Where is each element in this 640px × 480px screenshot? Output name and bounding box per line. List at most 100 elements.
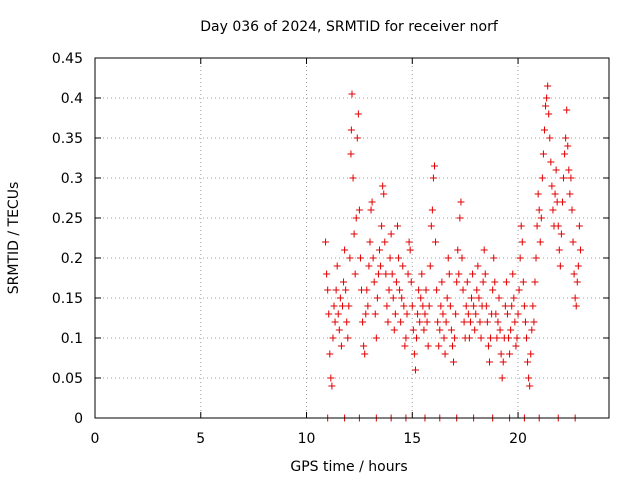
data-point <box>554 222 562 230</box>
data-point <box>395 254 403 262</box>
y-tick-label: 0.35 <box>52 131 83 147</box>
chart-title: Day 036 of 2024, SRMTID for receiver nor… <box>200 19 499 35</box>
y-tick-label: 0.15 <box>52 291 83 307</box>
data-point <box>501 302 509 310</box>
data-point <box>415 286 423 294</box>
data-point <box>430 162 438 170</box>
data-point <box>396 286 404 294</box>
data-point <box>469 270 477 278</box>
data-point <box>546 134 554 142</box>
data-point <box>515 286 523 294</box>
data-point <box>437 302 445 310</box>
data-point <box>351 270 359 278</box>
data-point <box>458 254 466 262</box>
data-point <box>548 182 556 190</box>
data-points <box>322 82 584 422</box>
data-point <box>356 254 364 262</box>
data-point <box>440 334 448 342</box>
data-point <box>556 262 564 270</box>
data-point <box>344 334 352 342</box>
data-point <box>408 302 416 310</box>
data-point <box>490 254 498 262</box>
data-point <box>432 238 440 246</box>
data-point <box>545 110 553 118</box>
data-point <box>565 166 573 174</box>
data-point <box>476 318 484 326</box>
y-tick-label: 0.45 <box>52 51 83 67</box>
data-point <box>367 206 375 214</box>
x-tick-labels: 0 5 10 15 20 <box>91 431 527 447</box>
data-point <box>529 302 537 310</box>
data-point <box>383 302 391 310</box>
data-point <box>552 166 560 174</box>
data-point <box>512 342 520 350</box>
data-point <box>330 302 338 310</box>
data-point <box>397 318 405 326</box>
data-point <box>347 126 355 134</box>
data-point <box>417 294 425 302</box>
data-point <box>377 262 385 270</box>
data-point <box>557 230 565 238</box>
data-point <box>420 326 428 334</box>
data-point <box>425 302 433 310</box>
data-point <box>539 150 547 158</box>
data-point <box>507 326 515 334</box>
data-point <box>494 318 502 326</box>
data-point <box>563 106 571 114</box>
data-point <box>543 94 551 102</box>
y-tick-labels: 0 0.05 0.1 0.15 0.2 0.25 0.3 0.35 0.4 0.45 <box>52 51 83 427</box>
data-point <box>391 310 399 318</box>
data-point <box>435 342 443 350</box>
data-point <box>466 318 474 326</box>
data-point <box>407 278 415 286</box>
data-point <box>536 238 544 246</box>
data-point <box>463 278 471 286</box>
data-point <box>427 222 435 230</box>
data-point <box>445 270 453 278</box>
data-point <box>474 262 482 270</box>
data-point <box>441 350 449 358</box>
data-point <box>484 342 492 350</box>
data-point <box>513 334 521 342</box>
data-point <box>341 246 349 254</box>
data-point <box>447 326 455 334</box>
data-point <box>555 246 563 254</box>
data-point <box>567 174 575 182</box>
data-point <box>334 310 342 318</box>
data-point <box>347 150 355 158</box>
data-point <box>429 174 437 182</box>
plot-frame <box>94 57 610 419</box>
data-point <box>570 270 578 278</box>
data-point <box>411 366 419 374</box>
data-point <box>410 350 418 358</box>
data-point <box>489 286 497 294</box>
data-point <box>434 318 442 326</box>
data-point <box>454 246 462 254</box>
data-point <box>355 206 363 214</box>
data-point <box>516 254 524 262</box>
data-point <box>405 238 413 246</box>
data-point <box>518 238 526 246</box>
data-point <box>451 334 459 342</box>
data-point <box>558 198 566 206</box>
x-axis-label: GPS time / hours <box>290 459 407 475</box>
x-tick-label: 5 <box>196 431 205 447</box>
data-point <box>423 318 431 326</box>
data-point <box>561 150 569 158</box>
data-point <box>348 90 356 98</box>
y-tick-label: 0.3 <box>61 171 83 187</box>
data-point <box>493 334 501 342</box>
data-point <box>481 270 489 278</box>
data-point <box>468 294 476 302</box>
data-point <box>459 286 467 294</box>
data-point <box>352 214 360 222</box>
data-point <box>509 270 517 278</box>
data-point <box>534 190 542 198</box>
axis-ticks <box>94 57 609 419</box>
y-tick-label: 0.2 <box>61 251 83 267</box>
data-point <box>372 334 380 342</box>
data-point <box>510 294 518 302</box>
y-tick-label: 0.4 <box>61 91 83 107</box>
data-point <box>530 318 538 326</box>
